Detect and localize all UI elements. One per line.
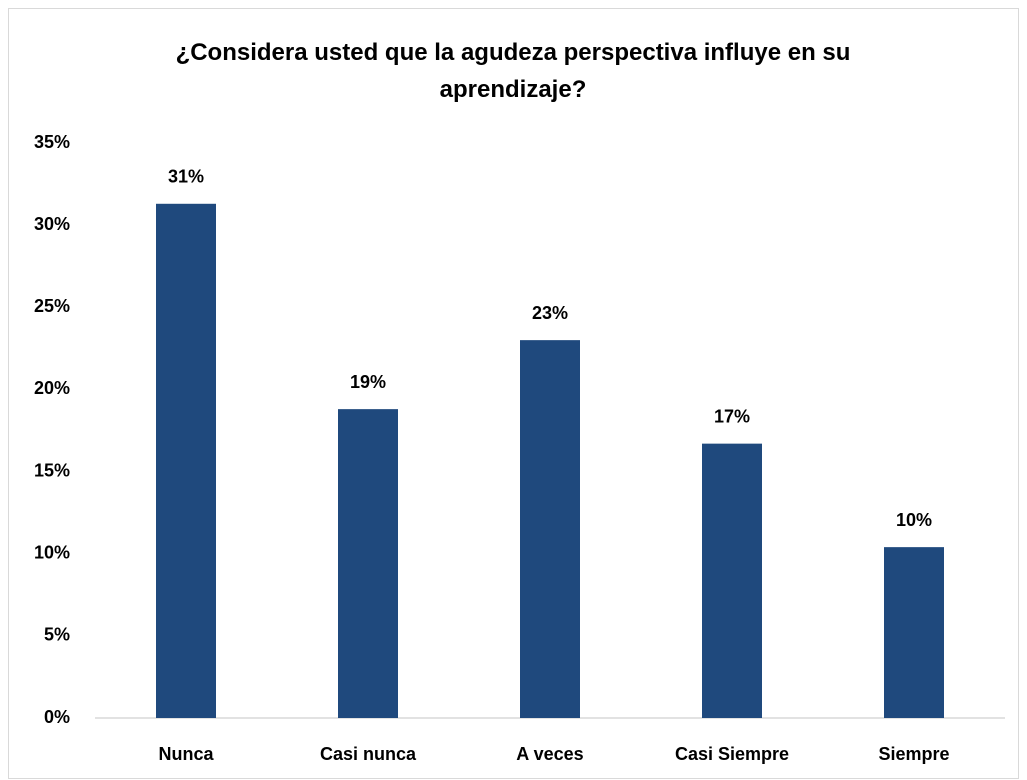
data-label: 23% xyxy=(532,303,568,323)
chart-title: ¿Considera usted que la agudeza perspect… xyxy=(175,39,851,103)
y-tick-label: 35% xyxy=(34,132,70,152)
data-label: 17% xyxy=(714,406,750,426)
bar xyxy=(702,443,762,718)
x-tick-label: Casi Siempre xyxy=(675,744,789,764)
y-tick-label: 5% xyxy=(44,625,70,645)
x-tick-label: Casi nunca xyxy=(320,744,417,764)
bar xyxy=(338,409,398,718)
y-tick-label: 15% xyxy=(34,460,70,480)
bar xyxy=(884,547,944,718)
bar xyxy=(156,203,216,719)
y-tick-label: 0% xyxy=(44,707,70,727)
data-label: 31% xyxy=(168,167,204,187)
bar xyxy=(520,340,580,718)
y-tick-label: 25% xyxy=(34,296,70,316)
x-tick-label: Siempre xyxy=(878,744,949,764)
x-tick-label: A veces xyxy=(516,744,583,764)
x-tick-label: Nunca xyxy=(158,744,214,764)
y-tick-label: 10% xyxy=(34,542,70,562)
y-tick-label: 20% xyxy=(34,378,70,398)
data-label: 10% xyxy=(896,510,932,530)
y-tick-label: 30% xyxy=(34,214,70,234)
data-label: 19% xyxy=(350,372,386,392)
